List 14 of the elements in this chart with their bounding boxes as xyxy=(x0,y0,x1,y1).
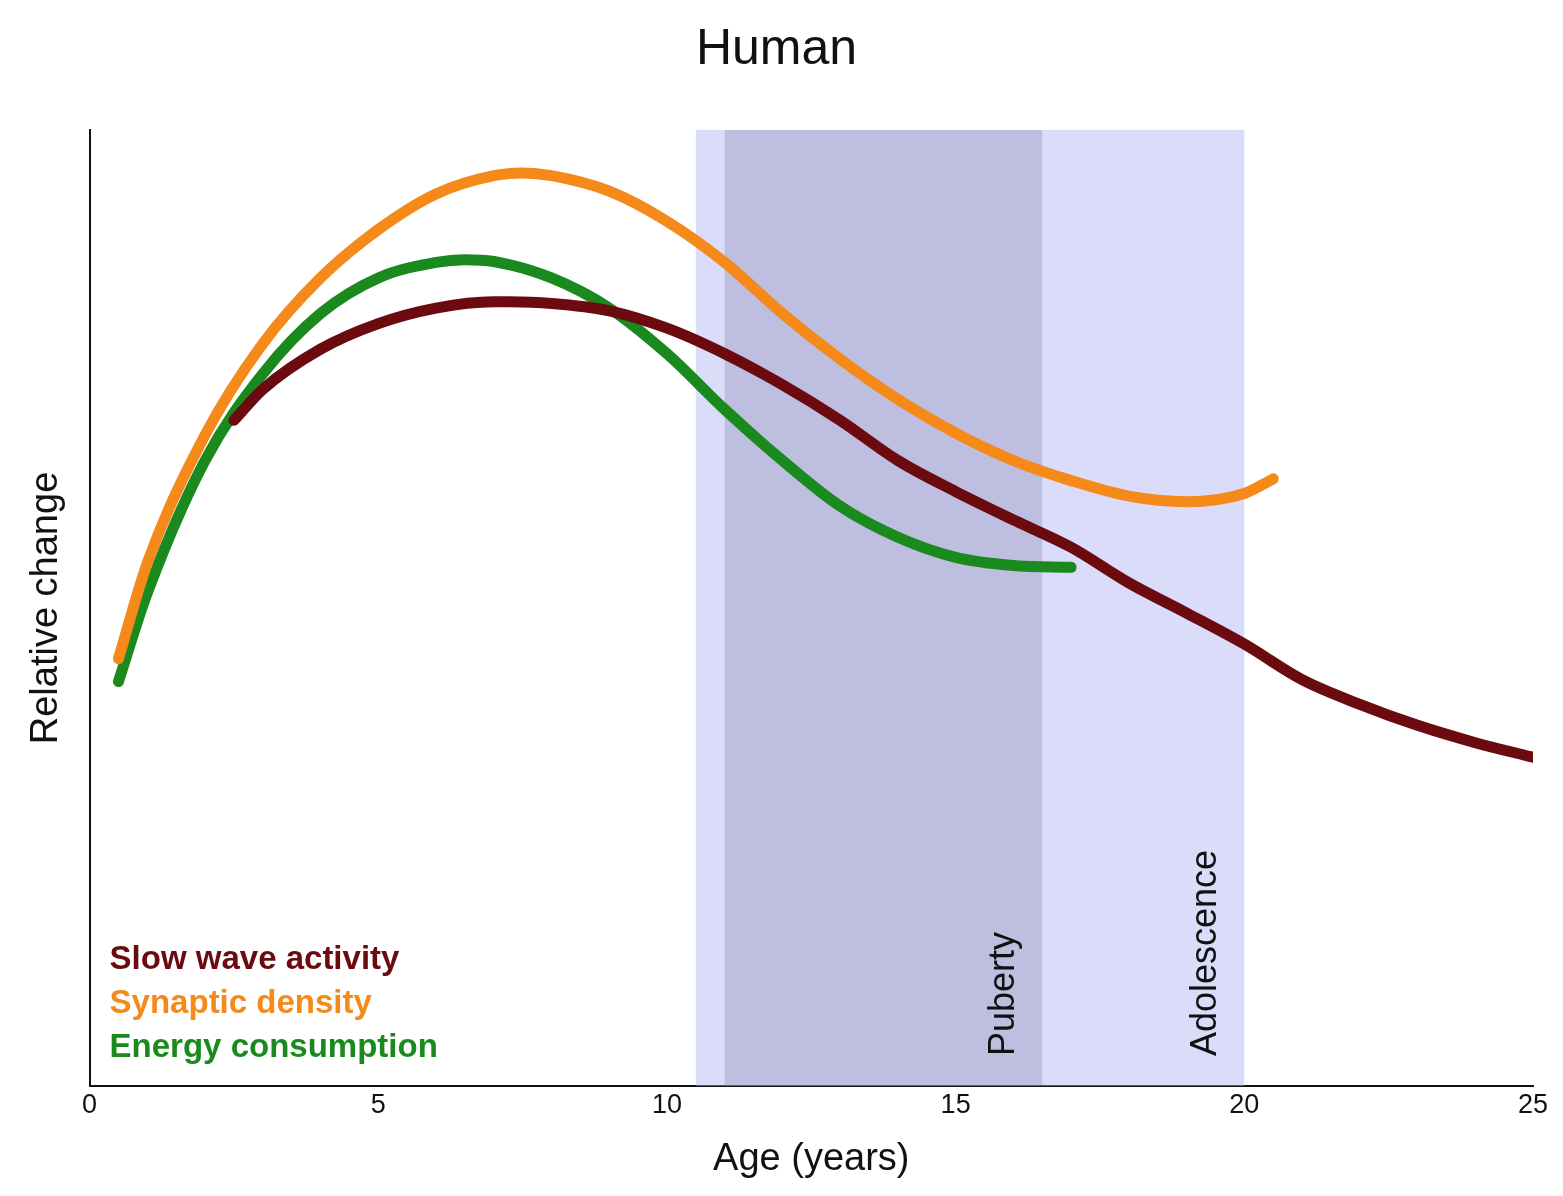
band-label: Puberty xyxy=(981,931,1023,1056)
x-tick-label: 5 xyxy=(370,1088,386,1119)
x-tick-label: 0 xyxy=(82,1088,98,1119)
x-tick-label: 10 xyxy=(651,1088,682,1119)
text: Slow wave activity xyxy=(109,939,401,977)
y-axis-title: Relative change xyxy=(23,471,66,745)
x-tick-label: 20 xyxy=(1229,1088,1260,1119)
text: Synaptic density xyxy=(109,983,373,1021)
x-axis-title: Age (years) xyxy=(713,1135,910,1178)
chart-title: Human xyxy=(695,18,858,75)
x-tick-label: 25 xyxy=(1517,1088,1549,1119)
x-tick-label: 15 xyxy=(940,1088,971,1119)
text: Energy consumption xyxy=(109,1027,438,1065)
band-label: Adolescence xyxy=(1183,849,1225,1056)
